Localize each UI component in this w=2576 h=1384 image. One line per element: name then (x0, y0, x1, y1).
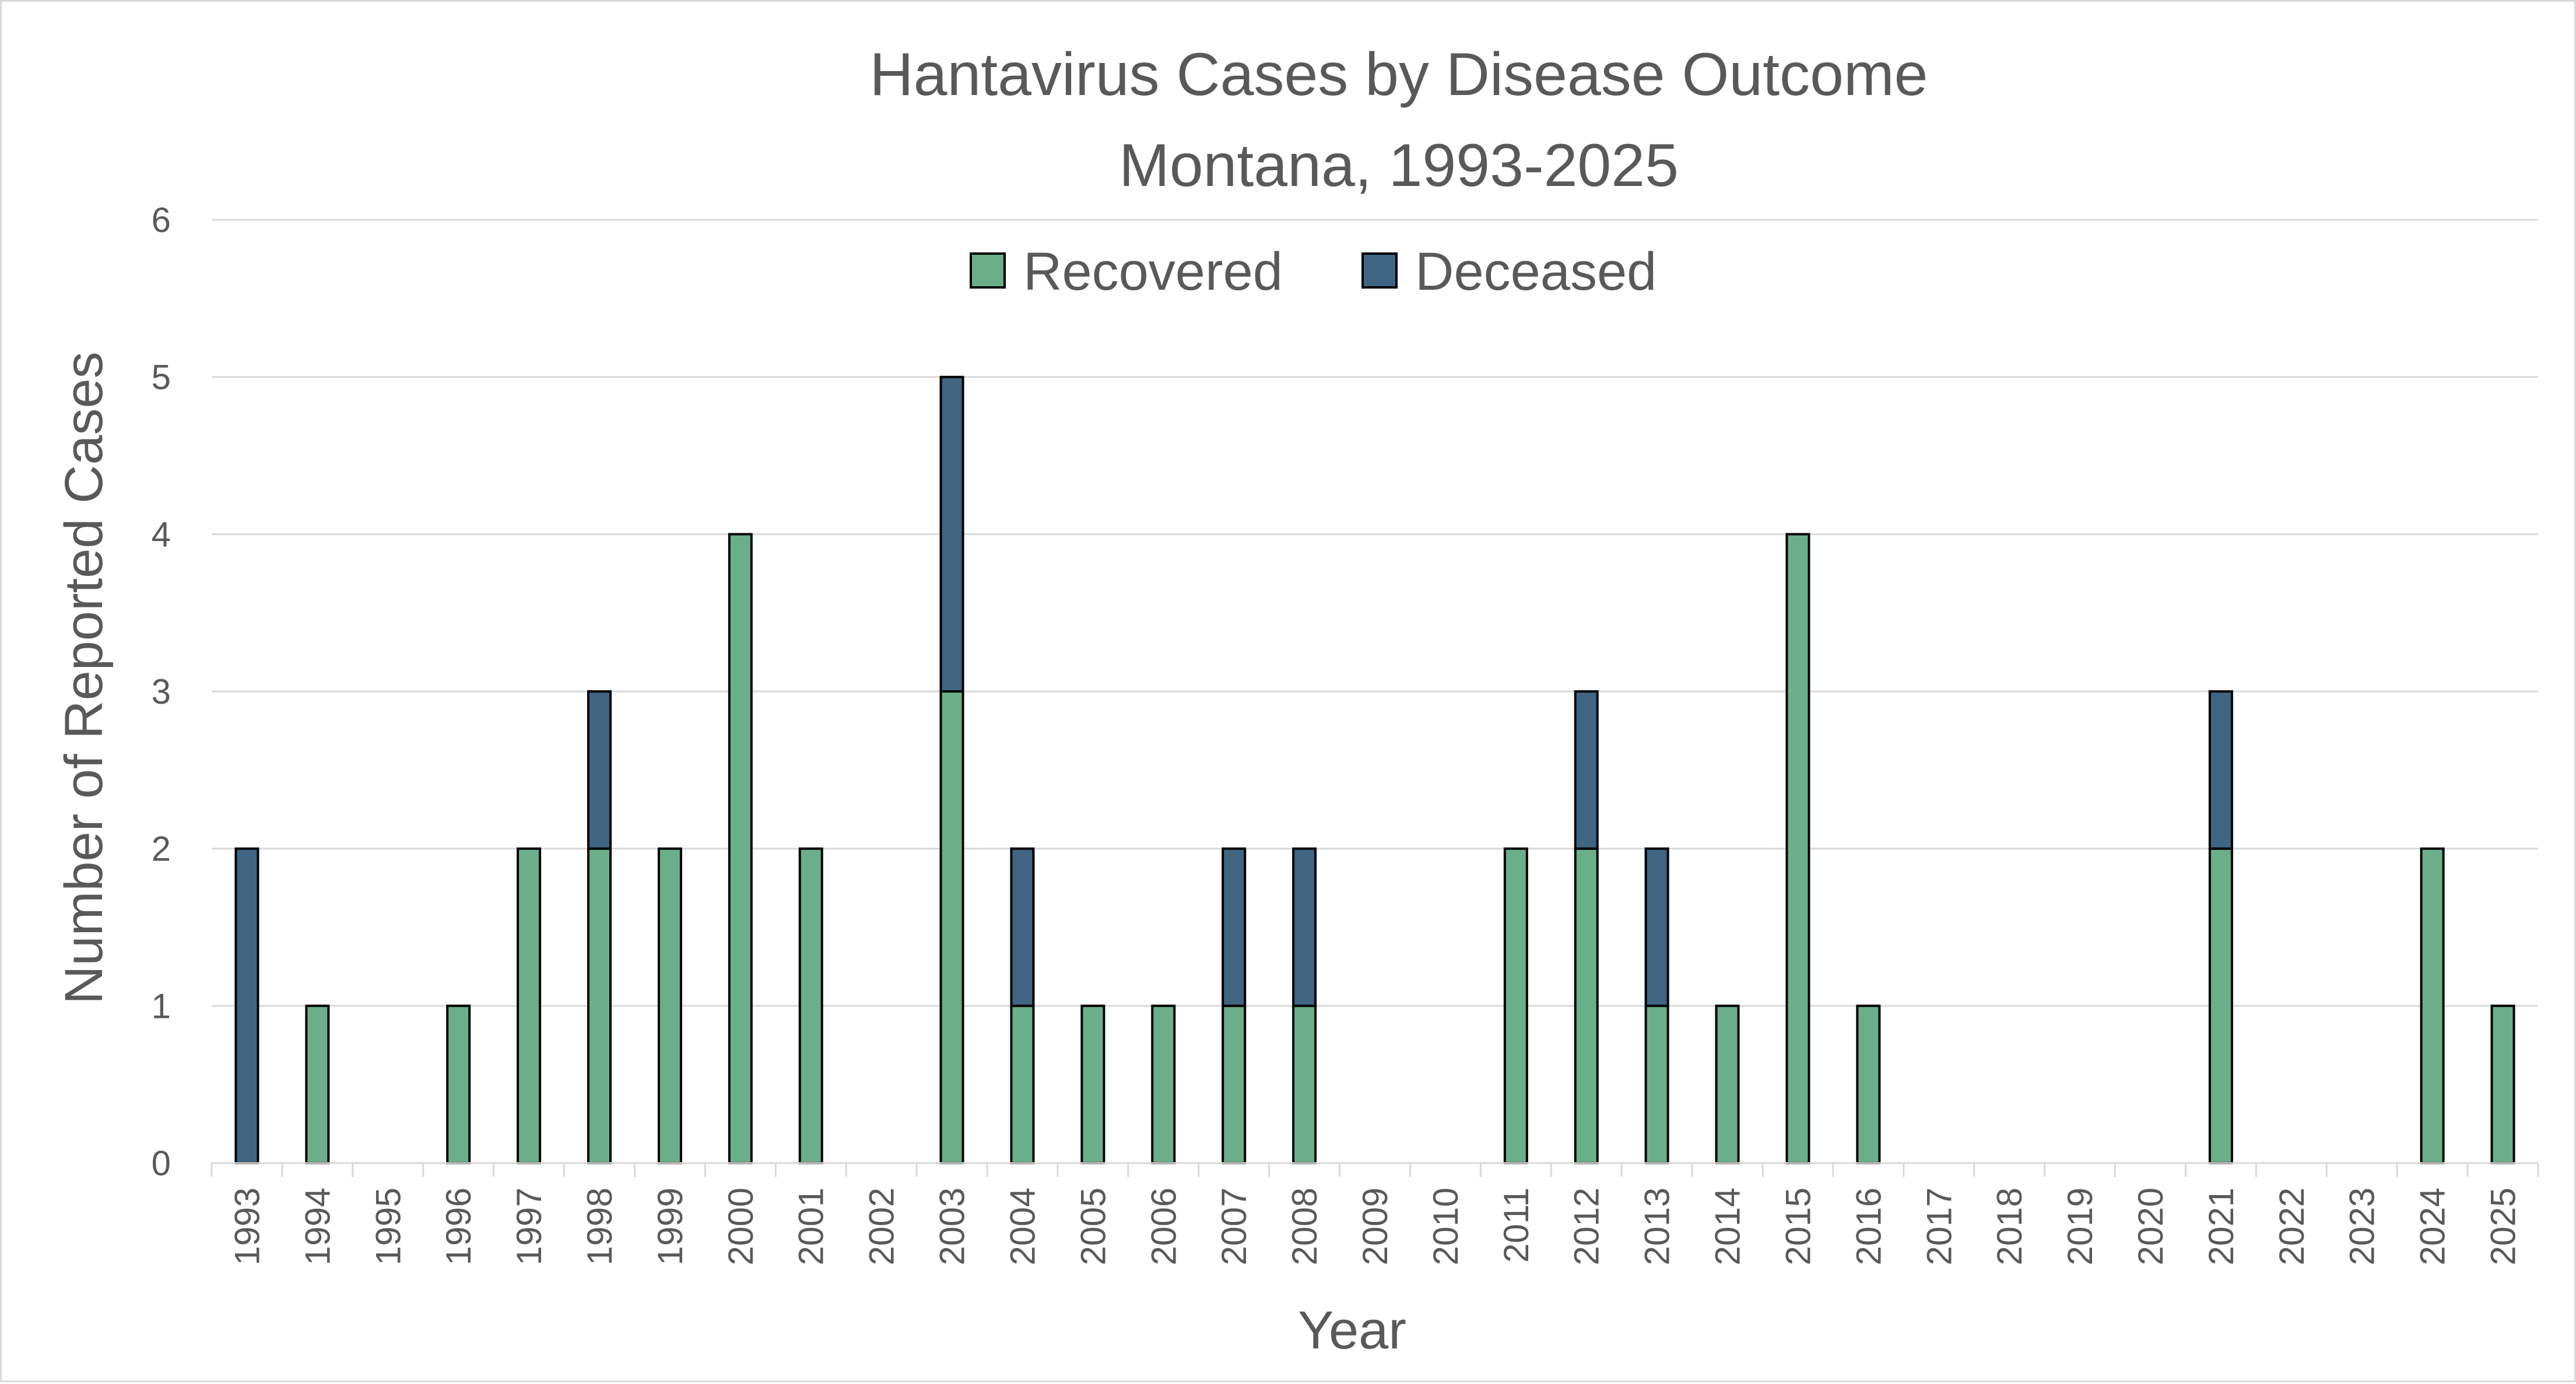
bar-deceased-2008 (1292, 847, 1317, 1007)
bar-recovered-2015 (1785, 533, 1810, 1164)
bar-recovered-2024 (2420, 847, 2445, 1164)
x-tick-label: 2000 (721, 1188, 760, 1265)
bar-series (234, 375, 2515, 1165)
x-tick-label: 2023 (2343, 1188, 2382, 1265)
bar-recovered-2005 (1080, 1004, 1105, 1165)
bar-recovered-2007 (1222, 1004, 1247, 1165)
bar-recovered-2014 (1715, 1004, 1740, 1165)
bar-recovered-2011 (1503, 847, 1528, 1164)
bar-recovered-2008 (1292, 1004, 1317, 1165)
x-tick-label: 2019 (2061, 1188, 2100, 1265)
bar-deceased-1993 (234, 847, 259, 1164)
x-tick-label: 1996 (439, 1188, 478, 1265)
bar-recovered-2021 (2208, 847, 2233, 1164)
bar-deceased-2004 (1010, 847, 1035, 1007)
legend-label-recovered: Recovered (1023, 242, 1283, 301)
y-tick-label: 4 (152, 515, 171, 554)
bar-recovered-1999 (657, 847, 682, 1164)
bar-recovered-1994 (305, 1004, 330, 1165)
x-tick-label: 2010 (1426, 1188, 1465, 1265)
bar-deceased-2013 (1644, 847, 1669, 1007)
y-tick-label: 6 (152, 201, 171, 240)
legend-label-deceased: Deceased (1415, 242, 1656, 301)
x-tick-label: 2018 (1990, 1188, 2029, 1265)
y-tick-label: 1 (152, 986, 171, 1025)
bar-deceased-2021 (2208, 690, 2233, 850)
x-tick-label: 1997 (510, 1188, 549, 1265)
x-tick-label: 1995 (368, 1188, 408, 1265)
x-tick-label: 2024 (2413, 1188, 2452, 1265)
x-tick-label: 2003 (933, 1188, 972, 1265)
x-tick-label: 2014 (1708, 1188, 1747, 1265)
bar-recovered-1998 (587, 847, 612, 1164)
x-tick-label: 2006 (1144, 1188, 1183, 1265)
x-tick-label: 2021 (2202, 1188, 2241, 1265)
x-tick-label: 1994 (298, 1188, 337, 1265)
bar-recovered-2006 (1151, 1004, 1176, 1165)
bar-deceased-2003 (939, 375, 964, 693)
x-tick-label: 2013 (1638, 1188, 1677, 1265)
y-tick-label: 3 (152, 672, 171, 711)
x-tick-label: 2011 (1497, 1188, 1536, 1263)
chart-legend: Recovered Deceased (970, 242, 1656, 301)
x-tick-label: 2009 (1356, 1188, 1395, 1265)
bar-recovered-2004 (1010, 1004, 1035, 1165)
bar-recovered-2003 (939, 690, 964, 1164)
x-tick-label: 1998 (580, 1188, 619, 1265)
bar-recovered-2001 (798, 847, 823, 1164)
legend-swatch-deceased (1361, 252, 1398, 289)
chart-subtitle: Montana, 1993-2025 (1119, 132, 1679, 199)
y-axis-label: Number of Reported Cases (54, 352, 114, 1004)
x-axis (210, 1162, 2539, 1177)
bar-deceased-1998 (587, 690, 612, 850)
x-tick-label: 1993 (227, 1188, 266, 1265)
y-tick-label: 5 (152, 358, 171, 397)
x-tick-label: 2012 (1567, 1188, 1606, 1265)
x-tick-label: 2022 (2272, 1188, 2311, 1265)
x-tick-label: 2007 (1215, 1188, 1254, 1265)
x-axis-label: Year (1298, 1301, 1406, 1360)
bar-recovered-2013 (1644, 1004, 1669, 1165)
x-tick-label: 2001 (792, 1188, 831, 1265)
x-tick-label: 2004 (1003, 1188, 1042, 1265)
bar-deceased-2012 (1574, 690, 1599, 850)
x-tick-label: 2025 (2484, 1188, 2523, 1265)
bar-recovered-2016 (1856, 1004, 1881, 1165)
y-tick-label: 2 (152, 830, 171, 869)
y-tick-label: 0 (152, 1144, 171, 1183)
bar-recovered-2000 (728, 533, 753, 1164)
x-tick-label: 2016 (1849, 1188, 1888, 1265)
y-axis-ticks: 0 1 2 3 4 5 6 (152, 201, 171, 1183)
legend-swatch-recovered (970, 252, 1006, 289)
bar-deceased-2007 (1222, 847, 1247, 1007)
bar-recovered-2012 (1574, 847, 1599, 1164)
x-tick-label: 2015 (1778, 1188, 1817, 1265)
chart-title: Hantavirus Cases by Disease Outcome (870, 41, 1928, 108)
gridlines (212, 219, 2538, 1007)
x-tick-label: 2017 (1919, 1188, 1959, 1265)
x-tick-label: 2005 (1073, 1188, 1112, 1265)
x-tick-label: 1999 (651, 1188, 690, 1265)
x-axis-ticks: 1993 1994 1995 1996 1997 1998 1999 2000 2001 2002… (227, 1188, 2522, 1265)
bar-recovered-1997 (517, 847, 542, 1164)
bar-recovered-1996 (446, 1004, 471, 1165)
x-tick-label: 2008 (1285, 1188, 1324, 1265)
x-tick-label: 2020 (2131, 1188, 2170, 1265)
x-tick-label: 2002 (862, 1188, 901, 1265)
bar-recovered-2025 (2490, 1004, 2515, 1165)
